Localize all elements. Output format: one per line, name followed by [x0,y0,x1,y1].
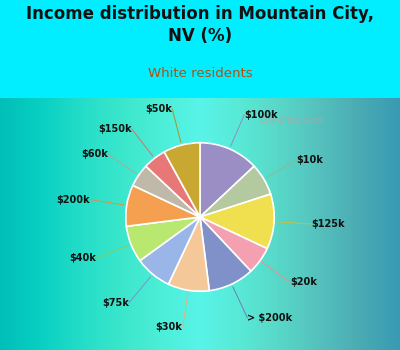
Text: $75k: $75k [102,298,129,308]
Wedge shape [133,166,200,217]
Text: City-Data.com: City-Data.com [260,116,324,125]
Text: $20k: $20k [290,278,317,287]
Text: > $200k: > $200k [248,313,292,323]
Text: $200k: $200k [56,195,90,205]
Text: $40k: $40k [70,253,96,263]
Wedge shape [200,166,271,217]
Text: Income distribution in Mountain City,
NV (%): Income distribution in Mountain City, NV… [26,5,374,45]
Wedge shape [200,194,274,248]
Text: $125k: $125k [311,219,345,229]
Text: $10k: $10k [296,155,323,165]
Wedge shape [164,143,200,217]
Wedge shape [140,217,200,284]
Wedge shape [146,152,200,217]
Wedge shape [126,217,200,261]
Wedge shape [126,186,200,226]
Wedge shape [200,217,267,271]
Text: $50k: $50k [146,104,172,114]
Wedge shape [168,217,209,291]
Text: White residents: White residents [148,66,252,80]
Text: $150k: $150k [98,124,132,134]
Text: $30k: $30k [156,322,182,332]
Text: $60k: $60k [81,149,108,159]
Wedge shape [200,217,251,290]
Text: $100k: $100k [244,110,278,120]
Wedge shape [200,143,254,217]
